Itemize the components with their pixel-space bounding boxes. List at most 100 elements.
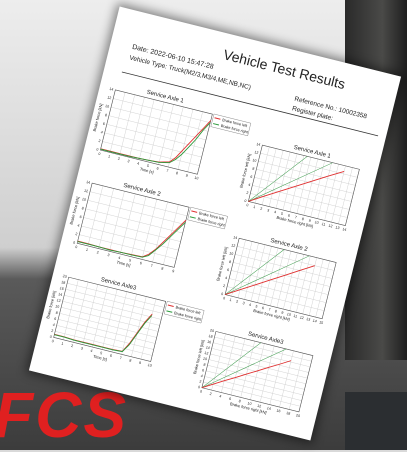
grid-line xyxy=(251,245,265,301)
grid-line xyxy=(111,107,208,131)
x-tick-label: 12 xyxy=(299,315,304,320)
y-tick-label: 10 xyxy=(81,197,86,202)
x-tick-label: 14 xyxy=(342,227,347,232)
x-tick-label: 16 xyxy=(276,409,281,414)
x-tick-label: 2 xyxy=(96,250,99,254)
x-tick-label: 10 xyxy=(314,220,319,225)
data-line xyxy=(225,246,315,314)
grid-line xyxy=(210,354,307,378)
x-tick-label: 3 xyxy=(80,346,83,350)
grid-line xyxy=(304,159,318,215)
x-tick-label: 0 xyxy=(98,152,101,156)
x-axis-label: Time [s] xyxy=(139,166,154,174)
y-tick-label: 8 xyxy=(252,167,255,171)
y-tick-label: 2 xyxy=(199,379,202,383)
grid-line xyxy=(283,154,297,210)
legend-swatch xyxy=(213,124,219,125)
x-tick-label: 13 xyxy=(335,225,340,230)
grid-line xyxy=(296,256,310,312)
y-tick-label: 8 xyxy=(55,311,58,315)
grid-line xyxy=(79,235,176,259)
tolerance-line xyxy=(248,145,307,213)
y-tick-label: 4 xyxy=(248,183,251,187)
grid-line xyxy=(61,307,158,331)
grid-line xyxy=(113,99,210,123)
grid-line xyxy=(207,365,304,389)
y-tick-label: 4 xyxy=(100,130,103,134)
y-axis-label: Brake force [kN] xyxy=(69,196,81,225)
y-tick-label: 4 xyxy=(200,374,203,378)
x-tick-label: 9 xyxy=(172,269,175,273)
y-tick-label: 14 xyxy=(256,142,261,147)
legend-swatch xyxy=(168,305,174,306)
grid-line xyxy=(325,164,339,220)
x-tick-label: 1 xyxy=(253,205,256,209)
x-tick-label: 4 xyxy=(219,394,222,398)
x-tick-label: 2 xyxy=(236,299,239,303)
y-axis-label: Brake force [kN] xyxy=(92,103,104,132)
grid-line xyxy=(107,124,204,148)
y-tick-label: 8 xyxy=(104,113,107,117)
data-line xyxy=(54,294,152,357)
grid-line xyxy=(209,360,306,384)
y-tick-label: 6 xyxy=(54,317,57,321)
background-panel xyxy=(345,392,407,450)
y-tick-label: 4 xyxy=(52,323,55,327)
x-tick-label: 9 xyxy=(139,361,142,365)
x-axis-label: Brake force right [kN] xyxy=(253,308,291,322)
x-tick-label: 0 xyxy=(51,339,54,343)
y-tick-label: 14 xyxy=(86,180,91,185)
x-tick-label: 0 xyxy=(75,245,78,249)
y-tick-label: 10 xyxy=(55,304,60,309)
grid-line xyxy=(81,226,178,250)
x-tick-label: 8 xyxy=(129,358,132,362)
x-tick-label: 3 xyxy=(267,208,270,212)
y-tick-label: 2 xyxy=(51,329,54,333)
y-tick-label: 20 xyxy=(62,274,67,279)
x-tick-label: 6 xyxy=(139,261,142,265)
x-tick-label: 11 xyxy=(321,222,326,227)
y-tick-label: 8 xyxy=(203,363,206,367)
x-tick-label: 6 xyxy=(156,166,159,170)
grid-line xyxy=(203,382,300,406)
y-tick-label: 8 xyxy=(229,260,232,264)
x-tick-label: 6 xyxy=(109,354,112,358)
x-tick-label: 2 xyxy=(209,392,212,396)
screen: FCS Vehicle Test Results Date: 2022-06-1… xyxy=(0,0,407,450)
x-tick-label: 4 xyxy=(274,210,277,214)
y-tick-label: 4 xyxy=(77,223,80,227)
y-tick-label: 12 xyxy=(231,243,236,248)
y-tick-label: 6 xyxy=(79,215,82,219)
x-tick-label: 10 xyxy=(194,176,199,181)
y-tick-label: 12 xyxy=(204,351,209,356)
grid-line xyxy=(213,343,310,367)
y-tick-label: 18 xyxy=(208,334,213,339)
y-tick-label: 2 xyxy=(246,191,249,195)
y-tick-label: 6 xyxy=(102,122,105,126)
y-tick-label: 8 xyxy=(81,206,84,210)
tolerance-line xyxy=(225,238,284,306)
x-tick-label: 1 xyxy=(108,154,111,158)
legend-swatch xyxy=(215,118,221,119)
x-tick-label: 15 xyxy=(319,320,324,325)
x-tick-label: 2 xyxy=(71,344,74,348)
y-tick-label: 2 xyxy=(98,139,101,143)
x-tick-label: 1 xyxy=(229,298,232,302)
y-tick-label: 6 xyxy=(227,268,230,272)
grid-line xyxy=(84,217,181,241)
y-tick-label: 16 xyxy=(59,286,64,291)
y-tick-label: 14 xyxy=(109,87,114,92)
x-tick-label: 2 xyxy=(260,207,263,211)
grid-line xyxy=(153,202,168,262)
x-tick-label: 3 xyxy=(107,253,110,257)
y-tick-label: 12 xyxy=(107,95,112,100)
x-tick-label: 10 xyxy=(147,363,152,368)
grid-line xyxy=(283,253,297,309)
x-tick-label: 7 xyxy=(166,169,169,173)
x-tick-label: 8 xyxy=(176,171,179,175)
x-tick-label: 4 xyxy=(137,161,140,165)
y-tick-label: 10 xyxy=(229,251,234,256)
y-tick-label: 20 xyxy=(210,328,215,333)
y-tick-label: 6 xyxy=(250,175,253,179)
x-tick-label: 3 xyxy=(127,159,130,163)
